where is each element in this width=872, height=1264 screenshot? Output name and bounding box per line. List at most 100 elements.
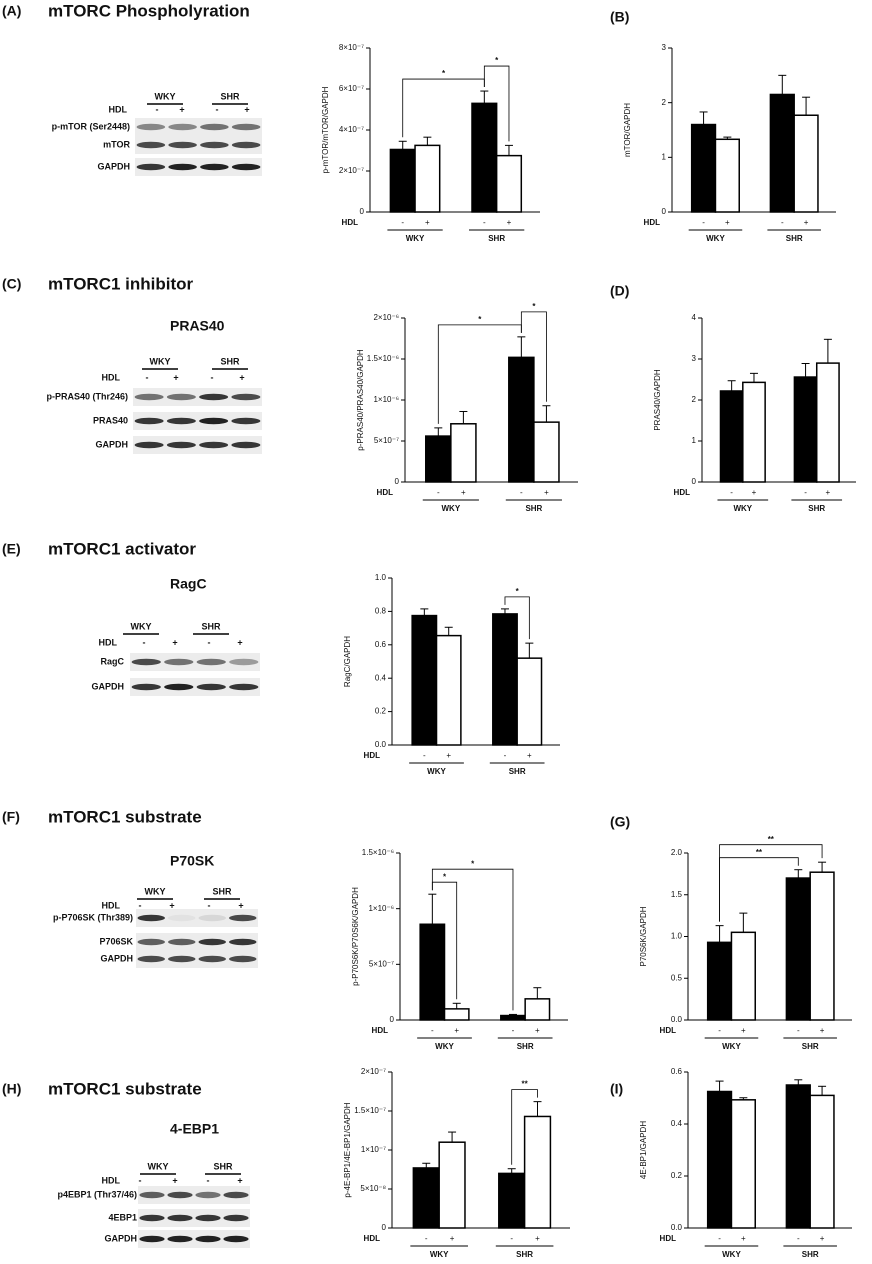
y-tick-label: 2 xyxy=(662,98,667,107)
y-tick-label: 0.0 xyxy=(375,740,387,749)
row-label: P706SK xyxy=(99,936,133,946)
x-tick-label: + xyxy=(507,218,512,227)
blot-strip xyxy=(136,909,258,927)
significance-bracket xyxy=(504,596,530,640)
bar xyxy=(516,657,543,746)
x-tick-label: + xyxy=(725,218,730,227)
x-tick-label: + xyxy=(535,1026,540,1035)
y-tick-label: 5×10⁻⁷ xyxy=(369,959,394,968)
bar xyxy=(412,1167,440,1229)
blot-band xyxy=(229,658,259,666)
sign: - xyxy=(211,372,214,382)
significance-label: * xyxy=(471,859,475,868)
group-label: SHR xyxy=(509,767,526,776)
sign: + xyxy=(169,900,174,910)
x-tick-label: + xyxy=(826,488,831,497)
y-tick-label: 2.0 xyxy=(671,848,683,857)
bar xyxy=(809,871,835,1021)
panel-label: (B) xyxy=(610,9,629,25)
x-tick-label: + xyxy=(527,751,532,760)
bar xyxy=(443,1008,470,1021)
group-label: WKY xyxy=(722,1250,741,1259)
x-tick-label: - xyxy=(781,218,784,227)
bar xyxy=(706,1090,733,1229)
blot-band xyxy=(195,1214,221,1222)
y-axis-label: p-mTOR/mTOR/GAPDH xyxy=(321,86,330,173)
y-tick-label: 0.4 xyxy=(671,1119,683,1128)
y-axis-label: p-P70S6K/P70S6K/GAPDH xyxy=(351,887,360,986)
bar xyxy=(492,613,518,746)
sign: - xyxy=(156,104,159,114)
y-tick-label: 0.2 xyxy=(671,1171,683,1180)
bar xyxy=(793,114,819,213)
x-tick-label: - xyxy=(730,488,733,497)
x-axis-label: HDL xyxy=(377,488,394,497)
x-tick-label: - xyxy=(718,1026,721,1035)
y-tick-label: 3 xyxy=(692,354,697,363)
group-label: WKY xyxy=(435,1042,454,1051)
significance-label: ** xyxy=(756,848,763,857)
blot-band xyxy=(200,141,229,149)
group-label: WKY xyxy=(406,234,425,243)
group-label: SHR xyxy=(802,1042,819,1051)
blot-band xyxy=(198,955,226,963)
sign: - xyxy=(139,1175,142,1185)
x-axis-label: HDL xyxy=(674,488,691,497)
bar xyxy=(533,421,560,483)
row-label: p4EBP1 (Thr37/46) xyxy=(57,1189,137,1199)
group-label: WKY xyxy=(145,886,166,896)
y-axis-label: PRAS40/GAPDH xyxy=(653,369,662,431)
y-tick-label: 2×10⁻⁷ xyxy=(361,1067,386,1076)
group-label: SHR xyxy=(213,1161,233,1171)
blot-band xyxy=(196,683,226,691)
x-tick-label: + xyxy=(450,1234,455,1243)
significance-bracket xyxy=(511,1089,538,1165)
y-tick-label: 0.0 xyxy=(671,1223,683,1232)
x-tick-label: - xyxy=(804,488,807,497)
sign: - xyxy=(216,104,219,114)
x-axis-label: HDL xyxy=(644,218,661,227)
blot-strip xyxy=(135,136,262,154)
x-tick-label: - xyxy=(702,218,705,227)
blot-band xyxy=(131,658,161,666)
blot-band xyxy=(136,163,166,171)
blot-strip xyxy=(133,412,262,430)
bar xyxy=(414,144,441,213)
blot-strip xyxy=(133,388,262,406)
y-tick-label: 0 xyxy=(662,207,667,216)
bar xyxy=(690,123,717,213)
x-tick-label: + xyxy=(741,1234,746,1243)
bar xyxy=(793,376,818,483)
x-tick-label: - xyxy=(797,1234,800,1243)
panel-heading: mTORC1 substrate xyxy=(48,807,202,826)
bar xyxy=(730,931,756,1021)
x-tick-label: - xyxy=(401,218,404,227)
x-tick-label: - xyxy=(510,1234,513,1243)
bar xyxy=(524,998,551,1021)
bar xyxy=(425,435,452,483)
panel-label: (H) xyxy=(2,1081,21,1097)
panel-label: (D) xyxy=(610,283,629,299)
group-label: WKY xyxy=(131,621,152,631)
blot-band xyxy=(137,938,165,946)
x-tick-label: + xyxy=(425,218,430,227)
blot-band xyxy=(134,417,164,425)
y-tick-label: 2×10⁻⁶ xyxy=(373,313,399,322)
blot-band xyxy=(134,441,164,449)
y-tick-label: 0 xyxy=(395,477,400,486)
y-tick-label: 1.5×10⁻⁶ xyxy=(367,354,399,363)
x-tick-label: + xyxy=(820,1234,825,1243)
blot-band xyxy=(229,955,257,963)
blot-band xyxy=(199,393,229,401)
x-axis-label: HDL xyxy=(660,1026,677,1035)
blot-band xyxy=(134,393,164,401)
y-tick-label: 3 xyxy=(662,43,667,52)
y-tick-label: 6×10⁻⁷ xyxy=(339,84,364,93)
bar xyxy=(719,390,744,483)
x-tick-label: - xyxy=(504,751,507,760)
significance-label: * xyxy=(442,69,446,78)
group-label: SHR xyxy=(517,1042,534,1051)
group-label: WKY xyxy=(150,356,171,366)
y-tick-label: 0.6 xyxy=(671,1067,683,1076)
x-tick-label: + xyxy=(820,1026,825,1035)
